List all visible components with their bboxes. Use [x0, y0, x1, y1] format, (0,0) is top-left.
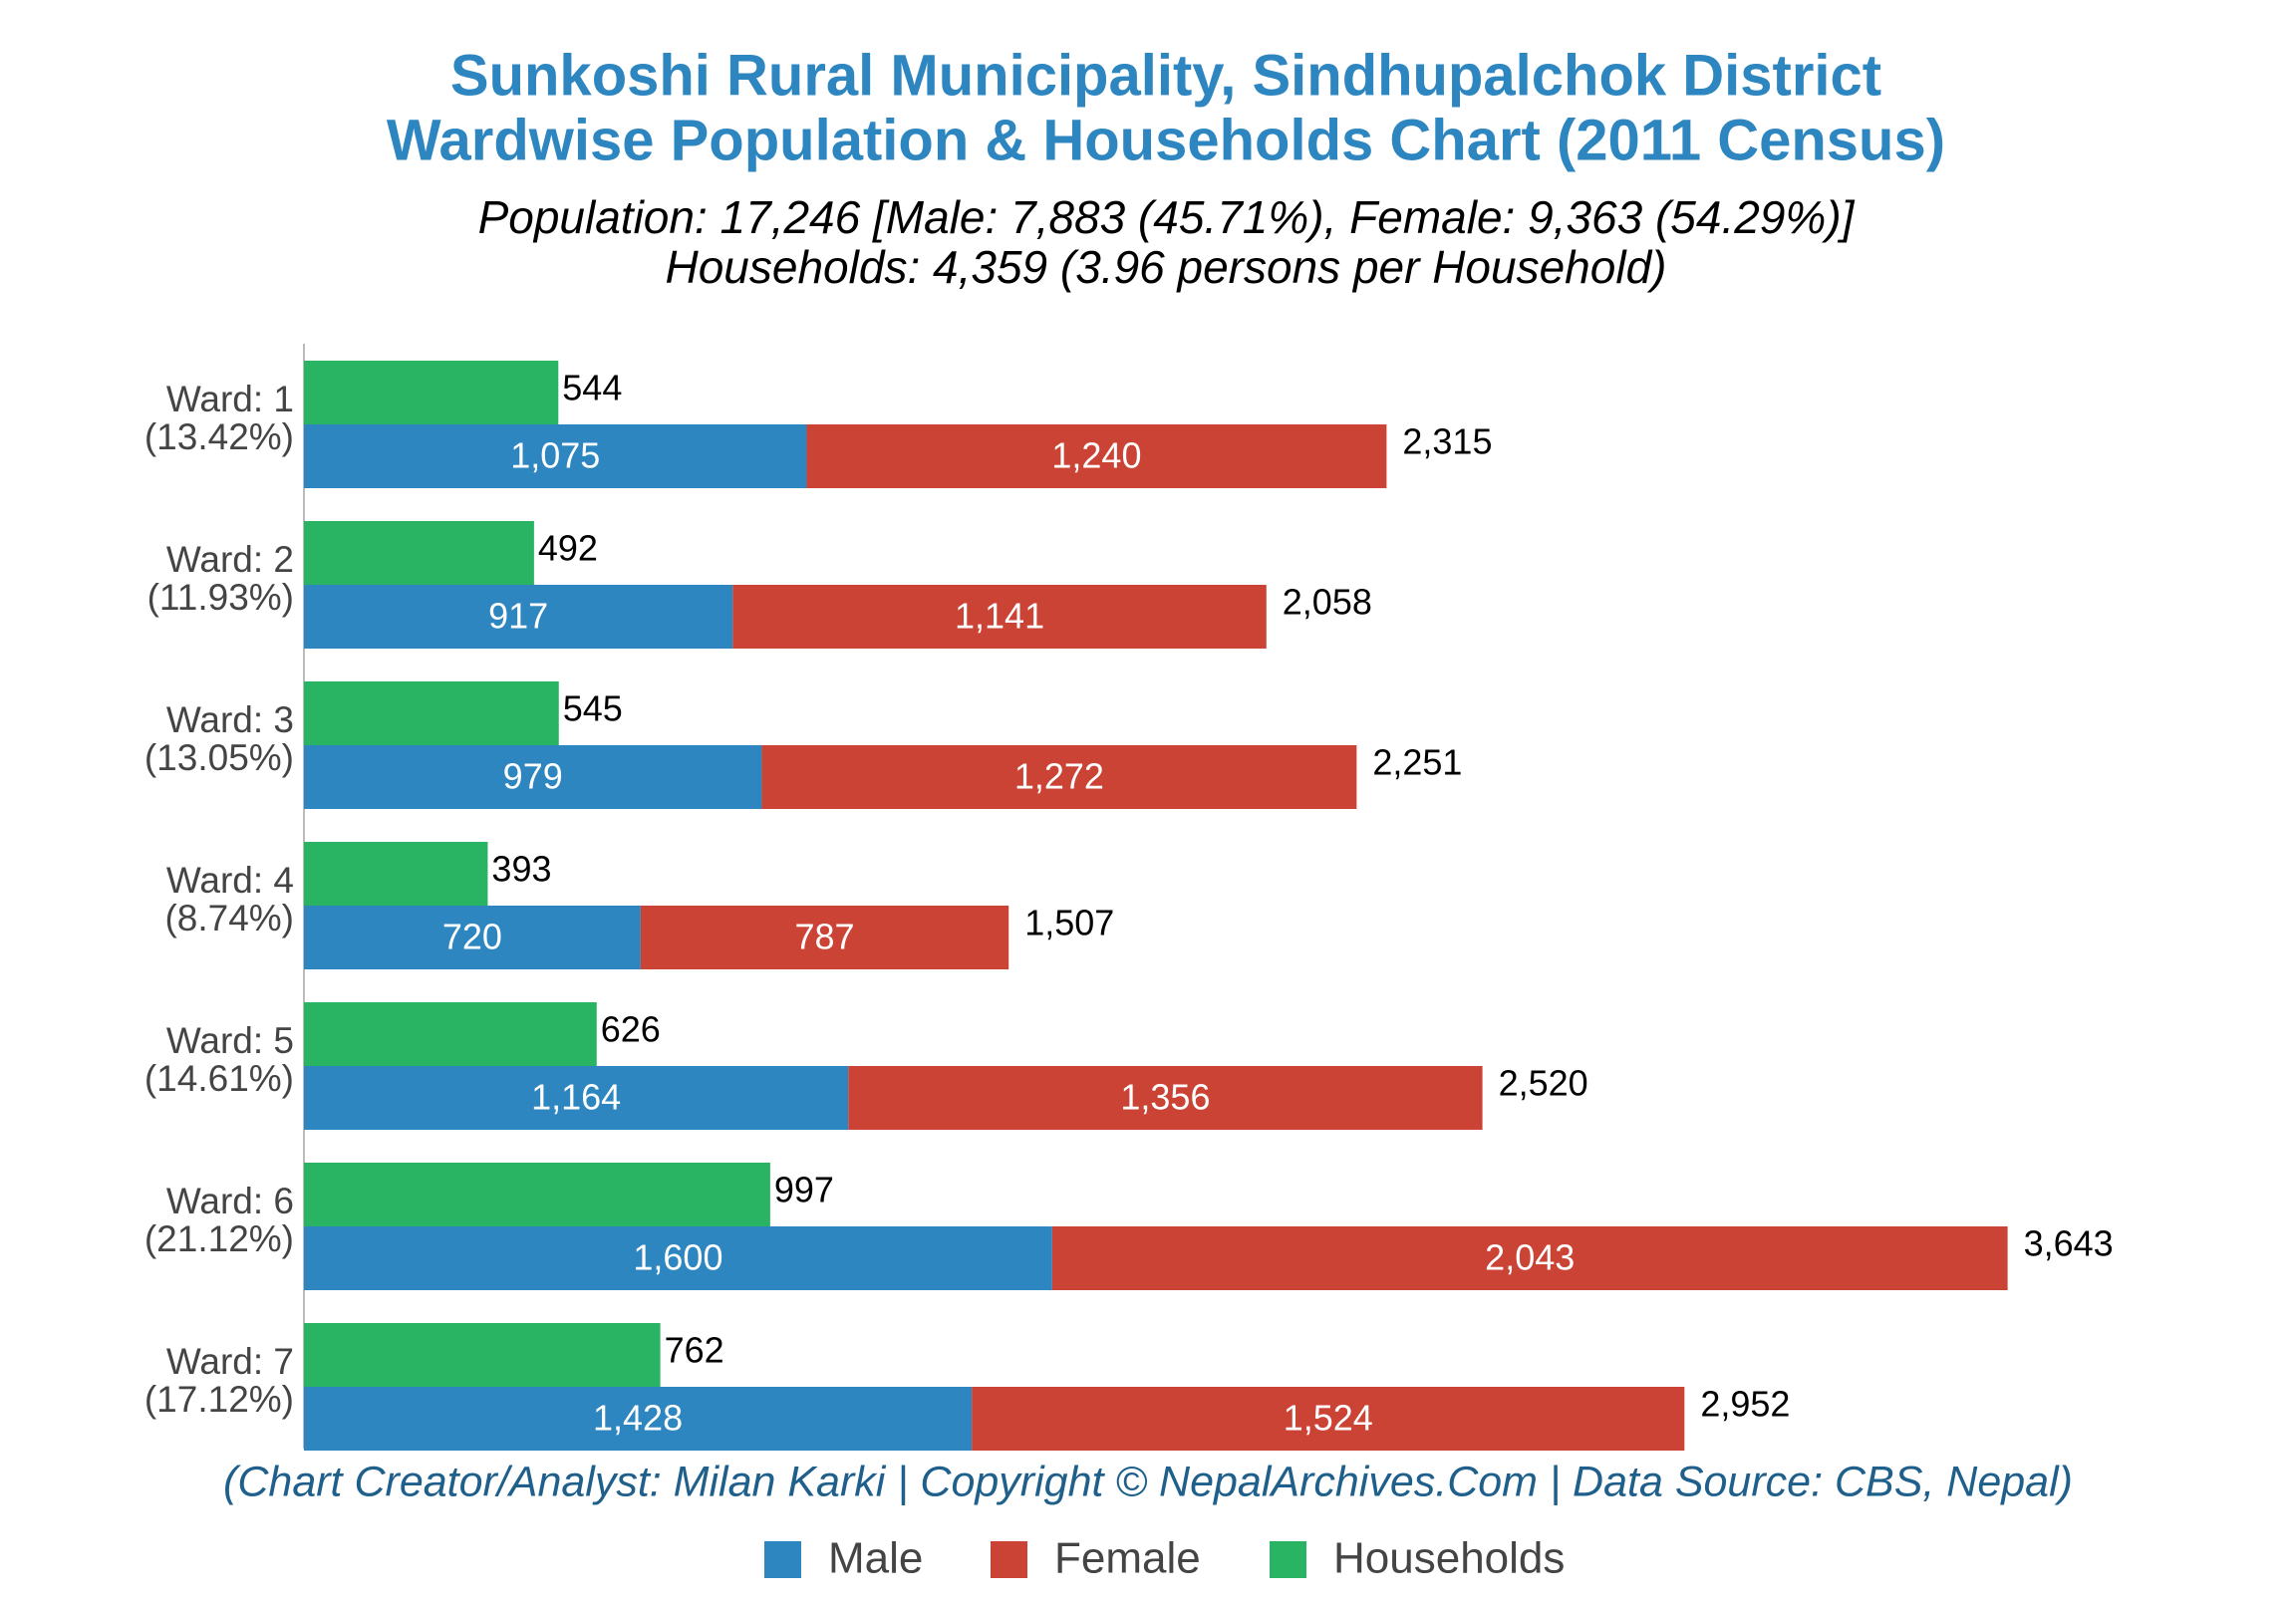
y-tick-label: (8.74%)	[164, 898, 294, 938]
bar	[1051, 1226, 2008, 1290]
bar	[304, 745, 762, 809]
bar	[304, 1066, 849, 1130]
data-label: 979	[503, 756, 563, 797]
legend-swatch	[1270, 1541, 1306, 1578]
legend-label: Households	[1333, 1534, 1565, 1583]
bar	[848, 1066, 1483, 1130]
bar	[304, 1387, 973, 1451]
bar	[972, 1387, 1685, 1451]
data-label: 2,043	[1485, 1237, 1575, 1278]
data-label: 1,356	[1120, 1077, 1210, 1118]
data-label: 393	[491, 849, 551, 890]
data-label: 720	[442, 917, 502, 957]
bar	[304, 1002, 597, 1066]
total-label: 3,643	[2024, 1223, 2114, 1264]
chart-title: Wardwise Population & Households Chart (…	[387, 108, 1945, 172]
y-tick-label: Ward: 3	[166, 699, 294, 740]
y-tick-label: Ward: 2	[166, 539, 294, 580]
chart-subtitle: Population: 17,246 [Male: 7,883 (45.71%)…	[478, 191, 1856, 243]
data-label: 545	[563, 688, 623, 729]
legend-label: Female	[1054, 1534, 1201, 1583]
bar	[304, 1163, 770, 1226]
legend-label: Male	[828, 1534, 923, 1583]
total-label: 2,520	[1499, 1063, 1588, 1104]
y-tick-label: Ward: 4	[166, 860, 294, 901]
data-label: 492	[538, 528, 598, 569]
bar	[304, 424, 807, 488]
bar	[304, 585, 733, 649]
y-tick-label: (13.42%)	[144, 416, 294, 457]
y-tick-label: (21.12%)	[144, 1218, 294, 1259]
chart-title: Sunkoshi Rural Municipality, Sindhupalch…	[450, 43, 1881, 108]
bar	[304, 1323, 661, 1387]
y-tick-label: Ward: 1	[166, 379, 294, 419]
y-tick-label: Ward: 5	[166, 1020, 294, 1061]
data-label: 1,272	[1014, 756, 1104, 797]
data-label: 787	[795, 917, 855, 957]
bar	[304, 361, 559, 424]
data-label: 1,075	[510, 435, 600, 476]
data-label: 544	[562, 368, 622, 408]
legend-swatch	[991, 1541, 1027, 1578]
legend-swatch	[764, 1541, 801, 1578]
y-tick-label: (14.61%)	[144, 1058, 294, 1099]
data-label: 762	[665, 1330, 724, 1371]
bar	[761, 745, 1357, 809]
y-tick-label: (17.12%)	[144, 1379, 294, 1420]
y-tick-label: (11.93%)	[147, 577, 294, 618]
bar	[304, 681, 559, 745]
total-label: 2,315	[1402, 421, 1492, 462]
bar	[640, 906, 1009, 969]
data-label: 997	[774, 1170, 834, 1210]
chart-subtitle: Households: 4,359 (3.96 persons per Hous…	[666, 241, 1667, 293]
data-label: 1,240	[1051, 435, 1141, 476]
bar	[732, 585, 1267, 649]
data-label: 1,524	[1284, 1398, 1373, 1439]
y-tick-label: Ward: 7	[166, 1341, 294, 1382]
data-label: 1,141	[955, 596, 1044, 637]
bar	[304, 842, 488, 906]
data-label: 1,600	[633, 1237, 722, 1278]
footer: (Chart Creator/Analyst: Milan Karki | Co…	[223, 1458, 2073, 1505]
total-label: 2,058	[1283, 582, 1372, 623]
bar	[304, 1226, 1052, 1290]
total-label: 1,507	[1024, 903, 1114, 943]
total-label: 2,952	[1700, 1384, 1790, 1425]
bar	[304, 521, 534, 585]
data-label: 1,428	[593, 1398, 683, 1439]
bar	[304, 906, 641, 969]
bar	[806, 424, 1387, 488]
total-label: 2,251	[1372, 742, 1462, 783]
data-label: 1,164	[531, 1077, 621, 1118]
y-tick-label: Ward: 6	[166, 1181, 294, 1221]
y-tick-label: (13.05%)	[144, 737, 294, 778]
data-label: 626	[601, 1009, 661, 1050]
data-label: 917	[488, 596, 548, 637]
